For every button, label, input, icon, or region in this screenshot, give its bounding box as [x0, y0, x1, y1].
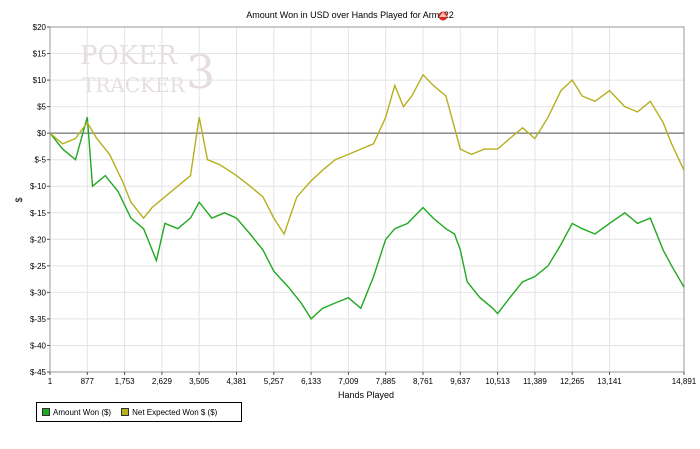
legend-swatch-net-expected: [121, 408, 130, 416]
spade-icon: [438, 11, 448, 21]
y-tick-label: $5: [37, 103, 46, 112]
watermark-line1: POKER: [80, 41, 178, 71]
x-tick-label: 4,381: [226, 377, 247, 386]
legend-swatch-amount-won: [42, 408, 50, 416]
x-axis-ticks: 1 877 1,753 2,629 3,505 4,381 5,257 6,133 7,009 7…: [48, 372, 697, 386]
y-tick-label: $20: [33, 23, 47, 32]
x-tick-label: 6,133: [301, 377, 322, 386]
y-tick-label: $15: [33, 50, 47, 59]
series-line-1: [49, 73, 685, 236]
x-tick-label: 10,513: [485, 377, 510, 386]
y-tick-label: $-25: [30, 262, 47, 271]
chart-title: Amount Won in USD over Hands Played for …: [246, 10, 453, 20]
x-tick-label: 7,885: [376, 377, 397, 386]
y-tick-label: $-35: [30, 315, 47, 324]
legend-item-amount-won: Amount Won ($): [42, 408, 111, 417]
x-tick-label: 1,753: [115, 377, 136, 386]
watermark-logo: POKER TRACKER 3: [80, 41, 215, 99]
x-tick-label: 1: [48, 377, 53, 386]
x-tick-label: 3,505: [189, 377, 210, 386]
y-axis-label: $: [14, 197, 24, 202]
legend-label-net-expected: Net Expected Won $ ($): [132, 407, 218, 417]
y-tick-label: $-10: [30, 182, 47, 191]
x-tick-label: 12,265: [560, 377, 585, 386]
x-tick-label: 7,009: [338, 377, 359, 386]
x-tick-label: 11,389: [523, 377, 547, 386]
y-tick-label: $-40: [30, 341, 47, 350]
y-tick-label: $10: [33, 76, 47, 85]
x-tick-label: 877: [81, 377, 95, 386]
x-tick-label: 5,257: [264, 377, 285, 386]
chart-legend: Amount Won ($) Net Expected Won $ ($): [36, 402, 242, 422]
y-tick-label: $0: [37, 129, 46, 138]
plot-frame: [49, 26, 685, 373]
legend-label-amount-won: Amount Won ($): [53, 407, 112, 417]
y-tick-label: $-15: [30, 209, 47, 218]
x-tick-label: 8,761: [413, 377, 434, 386]
y-tick-label: $-45: [30, 368, 47, 377]
x-tick-label: 13,141: [597, 377, 622, 386]
series-line-0: [49, 117, 685, 320]
x-axis-label: Hands Played: [338, 390, 394, 400]
legend-item-net-expected: Net Expected Won $ ($): [121, 408, 217, 417]
series-lines: [49, 73, 685, 320]
y-tick-label: $-30: [30, 288, 47, 297]
axes: [49, 26, 685, 373]
x-tick-label: 2,629: [152, 377, 173, 386]
y-axis-ticks: $20 $15 $10 $5 $0 $-5 $-10 $-15 $-20 $-25 $-30 $-35…: [30, 23, 50, 377]
x-tick-label: 14,891: [672, 377, 697, 386]
x-tick-label: 9,637: [450, 377, 471, 386]
watermark-line2: TRACKER: [82, 73, 186, 97]
y-tick-label: $-20: [30, 235, 47, 244]
y-tick-label: $-5: [34, 156, 46, 165]
